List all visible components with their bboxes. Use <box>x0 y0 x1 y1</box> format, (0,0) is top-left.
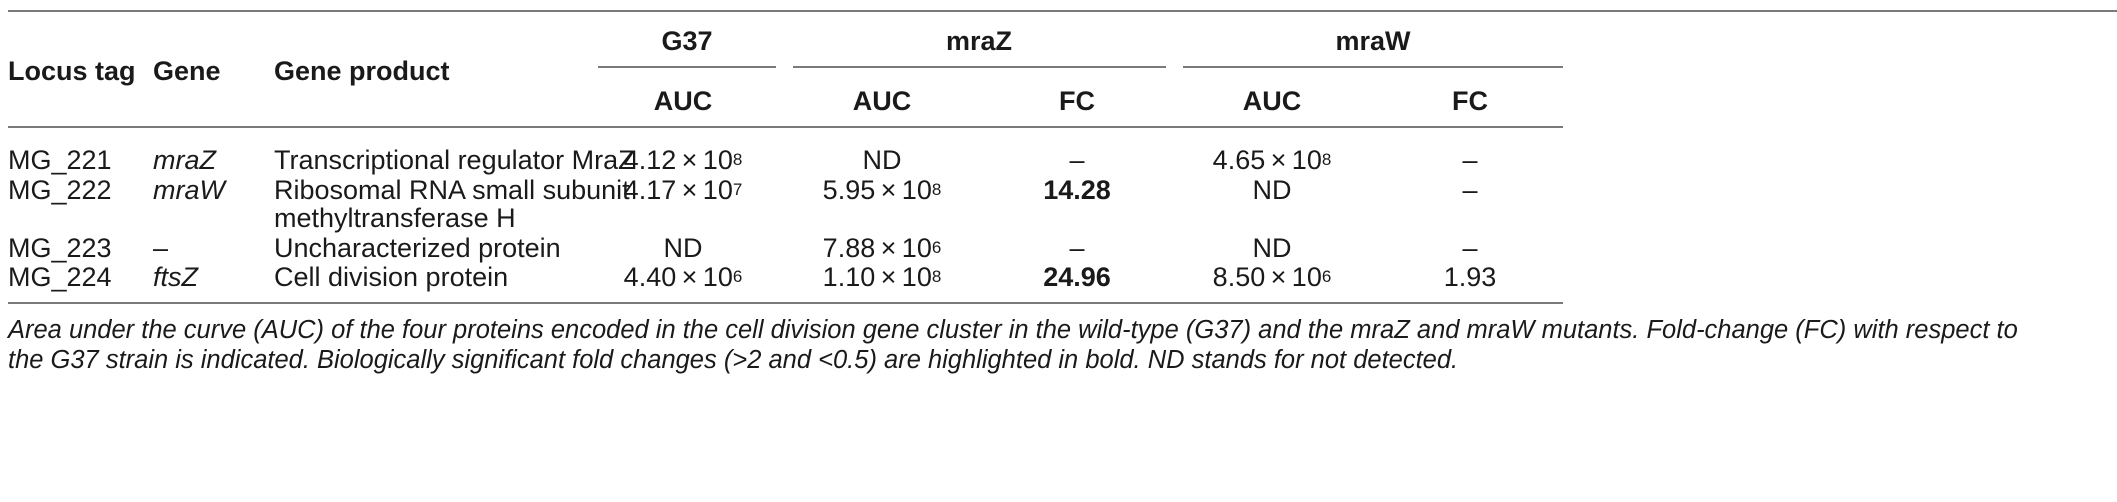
mraw-group-rule <box>1183 66 1563 68</box>
table-top-rule <box>8 10 2117 12</box>
table-row-1-mraz-auc: ND <box>863 145 902 176</box>
table-row-3-gene: – <box>153 233 169 263</box>
mantissa: 8.50 × 10 <box>1212 262 1322 292</box>
table-row-2-product-line-1: Ribosomal RNA small subunit <box>274 175 630 205</box>
mantissa: ND <box>1252 233 1292 263</box>
mantissa: 4.12 × 10 <box>623 145 733 175</box>
table-row-2-product-line-2: methyltransferase H <box>274 203 516 233</box>
table-row-1-mraw-auc: 4.65 × 108 <box>1213 145 1332 176</box>
exponent: 7 <box>732 180 743 199</box>
mantissa: 5.95 × 10 <box>822 175 932 205</box>
table-row-1-mraz-fc: – <box>1069 145 1085 175</box>
table-row-1-gene: mraZ <box>153 145 216 175</box>
table-row-3-mraw-fc: – <box>1462 233 1478 263</box>
table-row-2-mraz-fc: 14.28 <box>1043 175 1111 205</box>
mantissa: 4.40 × 10 <box>623 262 733 292</box>
header-gene: Gene <box>153 56 221 86</box>
exponent: 8 <box>931 267 942 286</box>
mantissa: ND <box>1252 175 1292 205</box>
table-row-2-gene: mraW <box>153 175 225 205</box>
table-row-3-mraz-auc: 7.88 × 106 <box>823 233 942 264</box>
header-group-mraw: mraW <box>1335 26 1411 56</box>
exponent: 6 <box>732 267 743 286</box>
table-row-1-locus: MG_221 <box>8 145 112 175</box>
header-mraw-fc: FC <box>1452 86 1488 116</box>
exponent: 6 <box>931 238 942 257</box>
table-row-1-g37-auc: 4.12 × 108 <box>624 145 743 176</box>
table-row-2-mraz-auc: 5.95 × 108 <box>823 175 942 206</box>
header-gene-product: Gene product <box>274 56 450 86</box>
table-row-2-mraw-fc: – <box>1462 175 1478 205</box>
table-row-3-g37-auc: ND <box>664 233 703 264</box>
g37-group-rule <box>598 66 776 68</box>
header-mraz-auc: AUC <box>852 86 912 116</box>
exponent: 8 <box>931 180 942 199</box>
table-row-1-product: Transcriptional regulator MraZ <box>274 145 635 175</box>
table-row-3-mraz-fc: – <box>1069 233 1085 263</box>
table-row-4-mraz-auc: 1.10 × 108 <box>823 262 942 293</box>
table-row-4-mraw-auc: 8.50 × 106 <box>1213 262 1332 293</box>
mantissa: ND <box>663 233 703 263</box>
mantissa: 7.88 × 10 <box>822 233 932 263</box>
table-row-4-mraw-fc: 1.93 <box>1443 262 1497 292</box>
header-bottom-rule <box>8 126 1563 128</box>
table-row-4-product: Cell division protein <box>274 262 509 292</box>
table-row-1-mraw-fc: – <box>1462 145 1478 175</box>
table-row-4-locus: MG_224 <box>8 262 112 292</box>
mraz-group-rule <box>793 66 1166 68</box>
exponent: 8 <box>732 150 743 169</box>
table-bottom-rule <box>8 302 1563 304</box>
table-row-3-mraw-auc: ND <box>1253 233 1292 264</box>
table-row-2-mraw-auc: ND <box>1253 175 1292 206</box>
mantissa: 1.10 × 10 <box>822 262 932 292</box>
exponent: 8 <box>1321 150 1332 169</box>
header-group-g37: G37 <box>661 26 713 56</box>
exponent: 6 <box>1321 267 1332 286</box>
table-row-4-mraz-fc: 24.96 <box>1043 262 1111 292</box>
mantissa: 4.17 × 10 <box>623 175 733 205</box>
table-row-2-locus: MG_222 <box>8 175 112 205</box>
mantissa: 4.65 × 10 <box>1212 145 1322 175</box>
table-row-3-product: Uncharacterized protein <box>274 233 561 263</box>
header-mraz-fc: FC <box>1059 86 1095 116</box>
table-row-4-gene: ftsZ <box>153 262 198 292</box>
table-row-3-locus: MG_223 <box>8 233 112 263</box>
mantissa: ND <box>862 145 902 175</box>
table-caption-line-1: Area under the curve (AUC) of the four p… <box>8 316 2018 344</box>
header-g37-auc: AUC <box>653 86 713 116</box>
table-caption-line-2: the G37 strain is indicated. Biologicall… <box>8 346 1459 374</box>
table-row-4-g37-auc: 4.40 × 106 <box>624 262 743 293</box>
table-row-2-g37-auc: 4.17 × 107 <box>624 175 743 206</box>
header-mraw-auc: AUC <box>1242 86 1302 116</box>
header-group-mraz: mraZ <box>945 26 1013 56</box>
header-locus-tag: Locus tag <box>8 56 136 86</box>
